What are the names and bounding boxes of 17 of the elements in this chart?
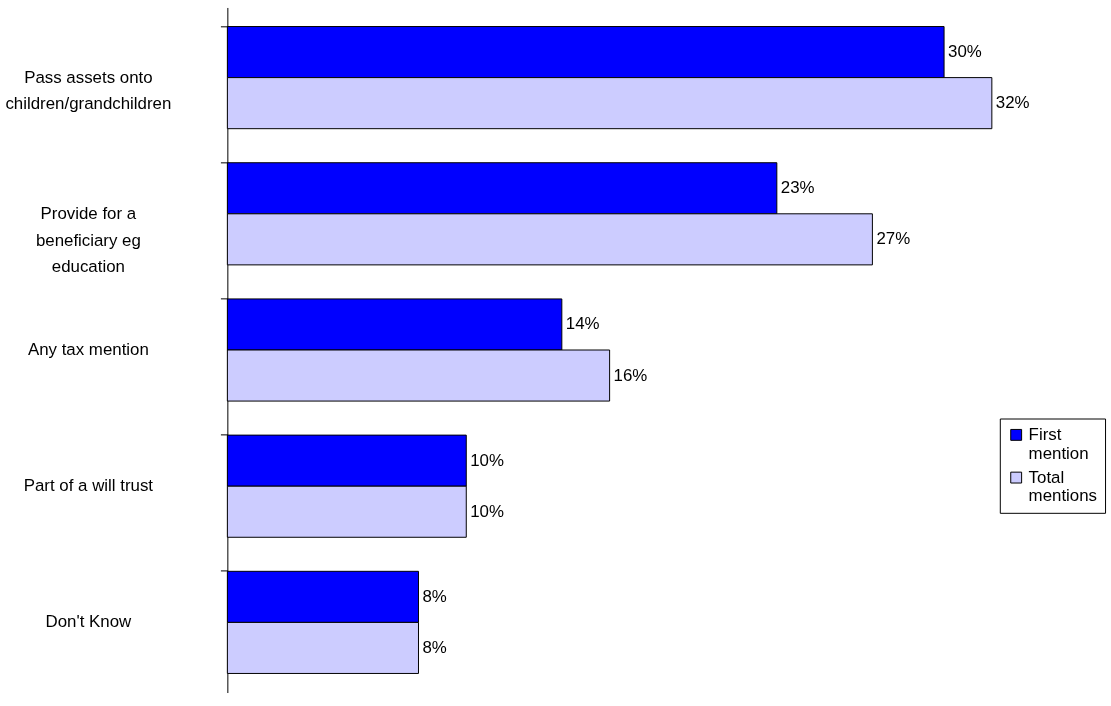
y-tick-label: Don't Know [45,612,133,632]
data-label: 10% [470,450,504,470]
legend-label: First mention [1028,424,1089,463]
data-label: 23% [780,178,815,198]
data-label: 30% [948,42,982,62]
y-tick-label: Any tax mention [27,339,149,359]
data-label: 8% [422,637,447,657]
data-label: 8% [422,586,447,606]
y-tick-label: Part of a will trust [23,476,154,496]
y-tick-label: Pass assets onto children/grandchildren [5,67,172,114]
data-label: 14% [565,314,600,334]
legend-label: Total mentions [1028,467,1098,506]
data-label: 32% [995,93,1030,113]
y-tick-label: Provide for a beneficiary eg education [35,203,141,277]
data-label: 10% [470,501,504,521]
data-label: 27% [876,229,911,249]
data-label: 16% [613,365,648,385]
